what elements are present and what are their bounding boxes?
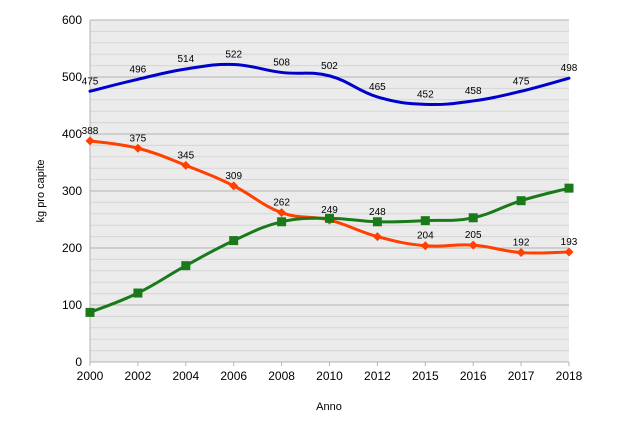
x-tick-label: 2000 <box>77 369 104 383</box>
series-2-point <box>420 241 430 251</box>
series-1-data-label: 452 <box>417 89 434 100</box>
series-1-data-label: 458 <box>465 86 482 97</box>
x-tick-label: 2004 <box>172 369 199 383</box>
series-1-line <box>88 62 571 107</box>
series-2-point <box>229 181 239 191</box>
series-1-data-label: 475 <box>82 76 99 87</box>
series-2-data-label: 205 <box>465 230 482 241</box>
series-3-point <box>85 307 95 317</box>
y-tick-label: 0 <box>75 355 82 369</box>
series-2-point <box>181 160 191 170</box>
series-3-point <box>133 288 143 298</box>
series-1-data-label: 475 <box>513 76 530 87</box>
series-1-data-label: 496 <box>130 64 147 75</box>
y-tick-label: 400 <box>62 127 82 141</box>
series-3-point <box>372 217 382 227</box>
series-1-data-label: 508 <box>273 57 290 68</box>
x-tick-label: 2017 <box>508 369 535 383</box>
series-3-point <box>277 217 287 227</box>
series-2-point <box>85 136 95 146</box>
series-3-point <box>420 216 430 226</box>
x-tick-label: 2008 <box>268 369 295 383</box>
y-tick-label: 600 <box>62 13 82 27</box>
series-3-point <box>325 213 334 223</box>
series-2-data-label: 192 <box>513 238 530 249</box>
series-group <box>85 62 574 317</box>
series-2-data-label: 309 <box>225 171 242 182</box>
series-2-point <box>133 143 143 153</box>
series-1-data-label: 514 <box>177 54 194 65</box>
x-tick-labels: 2000 2002 2004 2006 2008 2010 2012 2015 2016 2017… <box>77 362 583 383</box>
series-3-data-label: 248 <box>369 207 386 218</box>
series-2-point <box>468 240 478 250</box>
series-3-point <box>229 236 239 246</box>
series-1-data-label: 498 <box>561 63 578 74</box>
y-tick-label: 100 <box>62 298 82 312</box>
x-tick-label: 2010 <box>316 369 343 383</box>
series-3-point <box>468 213 478 223</box>
x-tick-label: 2012 <box>364 369 391 383</box>
y-tick-label: 200 <box>62 241 82 255</box>
y-tick-label: 500 <box>62 70 82 84</box>
series-2-data-label: 388 <box>82 126 99 137</box>
series-1-data-label: 522 <box>225 49 242 60</box>
series-3-point <box>516 196 526 206</box>
series-2-point <box>277 208 287 218</box>
y-tick-label: 300 <box>62 184 82 198</box>
x-tick-label: 2002 <box>125 369 152 383</box>
series-3-point <box>181 261 191 271</box>
series-2-point <box>372 232 382 242</box>
data-labels: 475 496 514 522 508 502 465 452 458 475 498 388 375 3… <box>82 49 578 248</box>
x-tick-label: 2015 <box>412 369 439 383</box>
series-1-data-label: 465 <box>369 82 386 93</box>
y-tick-labels: 0 100 200 300 400 500 600 <box>62 13 82 369</box>
series-2-data-label: 204 <box>417 231 434 242</box>
series-1-data-label: 502 <box>321 61 338 72</box>
x-tick-label: 2018 <box>556 369 583 383</box>
x-tick-label: 2016 <box>460 369 487 383</box>
x-axis-title: Anno <box>316 401 342 413</box>
series-2-data-label: 193 <box>561 237 578 248</box>
x-tick-label: 2006 <box>220 369 247 383</box>
y-axis-title: kg pro capite <box>35 160 47 223</box>
series-2-data-label: 262 <box>273 198 290 209</box>
series-2-data-label: 249 <box>321 205 338 216</box>
series-2-data-label: 375 <box>130 133 147 144</box>
series-2-data-label: 345 <box>177 150 194 161</box>
series-2-point <box>564 247 574 257</box>
series-3-point <box>564 183 574 193</box>
series-2-point <box>516 248 526 258</box>
